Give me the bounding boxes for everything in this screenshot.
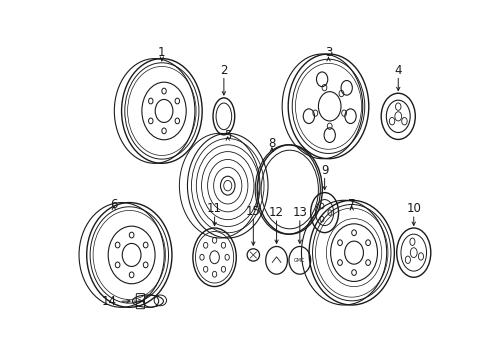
Text: 15: 15 — [245, 204, 260, 217]
Text: 7: 7 — [347, 198, 355, 211]
Text: 12: 12 — [268, 206, 284, 219]
Text: 13: 13 — [292, 206, 306, 219]
Text: 1: 1 — [158, 46, 165, 59]
Text: 8: 8 — [268, 137, 275, 150]
Text: 10: 10 — [406, 202, 420, 215]
Text: 4: 4 — [394, 64, 401, 77]
Text: 9: 9 — [320, 164, 328, 177]
Text: 3: 3 — [324, 46, 331, 59]
Text: 2: 2 — [220, 64, 227, 77]
Text: 5: 5 — [224, 129, 231, 142]
Text: GMC: GMC — [294, 258, 305, 263]
Text: 14: 14 — [102, 294, 117, 308]
Text: 6: 6 — [110, 198, 117, 211]
Text: 11: 11 — [206, 202, 222, 215]
